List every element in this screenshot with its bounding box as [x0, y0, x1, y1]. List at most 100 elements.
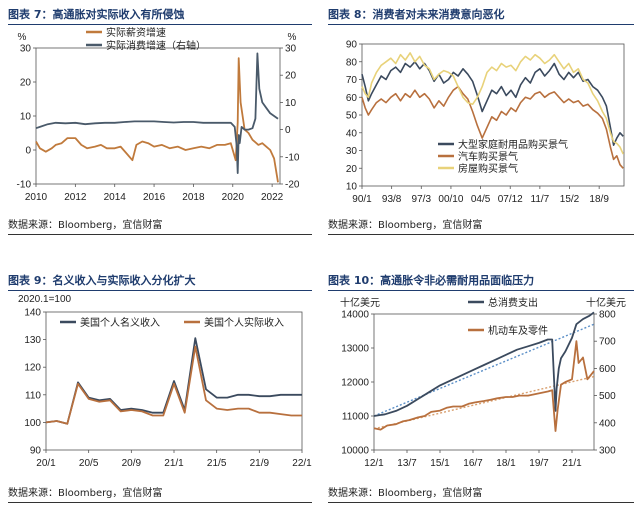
y2-tick-label: 300 — [599, 446, 616, 457]
y-tick-label: 30 — [20, 44, 32, 55]
source-note: 数据来源：Bloomberg，宜信财富 — [8, 488, 163, 499]
y-tick-label: 12000 — [341, 378, 369, 389]
y-tick-label: 10000 — [341, 446, 369, 457]
bottom-rule — [8, 234, 312, 235]
series-line-0 — [373, 311, 595, 417]
y2-tick-label: -20 — [285, 180, 300, 191]
series-line-0 — [45, 337, 302, 425]
y-tick-label: 110 — [25, 390, 41, 401]
y-tick-label: -10 — [17, 180, 32, 191]
bottom-rule — [8, 502, 312, 503]
y-tick-label: 80 — [346, 57, 358, 68]
series-line-0 — [361, 60, 624, 146]
series-line-1 — [373, 340, 595, 432]
panel-title: 图表 7：高通胀对实际收入有所侵蚀 — [8, 8, 185, 21]
x-tick-label: 15/1 — [430, 458, 450, 469]
x-tick-label: 04/5 — [471, 194, 491, 205]
y-tick-label: 30 — [346, 146, 358, 157]
legend-label: 房屋购买景气 — [458, 162, 518, 175]
panel-fig8: 图表 8：消费者对未来消费意向恶化 90 80 70 60 50 40 30 20 10 90/1… — [328, 6, 634, 236]
bottom-rule — [328, 502, 634, 503]
series-line-2 — [361, 52, 624, 155]
y-tick-label: 20 — [346, 164, 358, 175]
y-tick-label: 10 — [20, 112, 32, 123]
panel-title: 图表 9：名义收入与实际收入分化扩大 — [8, 274, 196, 287]
y2-tick-label: 20 — [285, 71, 297, 82]
panel-title: 图表 8：消费者对未来消费意向恶化 — [328, 8, 505, 21]
left-unit-label: % — [18, 32, 27, 43]
y2-tick-label: 0 — [285, 125, 291, 136]
x-tick-label: 16/7 — [463, 458, 483, 469]
y2-tick-label: 600 — [599, 364, 616, 375]
series-line-1 — [35, 52, 279, 175]
x-tick-label: 22/1 — [292, 458, 312, 469]
source-note: 数据来源：Bloomberg，宜信财富 — [328, 488, 483, 499]
bottom-rule — [328, 234, 634, 235]
x-tick-label: 18/9 — [589, 194, 609, 205]
legend-label: 汽车购买景气 — [458, 150, 518, 163]
x-tick-label: 97/3 — [412, 194, 432, 205]
left-unit-label: 十亿美元 — [340, 296, 380, 309]
x-tick-label: 93/8 — [382, 194, 402, 205]
title-rule — [8, 24, 312, 25]
panel-title: 图表 10：高通胀令非必需耐用品面临压力 — [328, 274, 535, 287]
unit-label: 2020.1=100 — [18, 294, 72, 305]
y-tick-label: 70 — [346, 75, 358, 86]
series-line-1 — [361, 85, 624, 169]
x-tick-label: 19/7 — [529, 458, 549, 469]
legend-label: 大型家庭耐用品购买景气 — [458, 138, 568, 151]
title-rule — [8, 290, 312, 291]
x-tick-label: 21/5 — [207, 458, 227, 469]
x-tick-label: 15/2 — [560, 194, 580, 205]
x-tick-label: 11/7 — [531, 194, 550, 205]
source-note: 数据来源：Bloomberg，宜信财富 — [8, 220, 163, 231]
title-rule — [328, 24, 634, 25]
chart-fig10: 14000 13000 12000 11000 10000 800 700 600 500 400… — [340, 296, 626, 469]
x-tick-label: 90/1 — [352, 194, 372, 205]
y-tick-label: 10 — [346, 182, 358, 193]
panel-fig10: 图表 10：高通胀令非必需耐用品面临压力 14000 13000 12000 1100… — [328, 272, 634, 504]
panel-fig9: 图表 9：名义收入与实际收入分化扩大 140 130 120 110 100 90 20/1… — [8, 272, 312, 504]
y-tick-label: 14000 — [341, 310, 369, 321]
x-tick-label: 2020 — [222, 192, 245, 203]
legend-label: 实际消费增速（右轴） — [106, 39, 206, 52]
y-tick-label: 140 — [24, 308, 41, 319]
x-tick-label: 2010 — [25, 192, 48, 203]
x-tick-label: 21/9 — [250, 458, 270, 469]
y2-tick-label: 30 — [285, 44, 297, 55]
x-tick-label: 2016 — [143, 192, 166, 203]
y-tick-label: 90 — [346, 40, 358, 51]
x-tick-label: 20/9 — [122, 458, 142, 469]
x-tick-label: 21/1 — [164, 458, 184, 469]
x-tick-label: 2014 — [104, 192, 127, 203]
legend-label: 美国个人名义收入 — [80, 316, 160, 329]
right-unit-label: % — [288, 32, 297, 43]
y-tick-label: 100 — [24, 418, 41, 429]
y2-tick-label: 400 — [599, 418, 616, 429]
y-tick-label: 0 — [25, 146, 31, 157]
right-unit-label: 十亿美元 — [586, 296, 626, 309]
x-tick-label: 2012 — [64, 192, 87, 203]
y2-tick-label: 800 — [599, 310, 616, 321]
plot-frame — [373, 313, 595, 451]
y-tick-label: 60 — [346, 93, 358, 104]
series-line-0 — [35, 57, 279, 183]
x-tick-label: 21/1 — [562, 458, 582, 469]
y-tick-label: 13000 — [341, 344, 369, 355]
series-line-1 — [45, 345, 302, 425]
x-tick-label: 18/1 — [496, 458, 516, 469]
legend-label: 总消费支出 — [488, 296, 538, 309]
x-tick-label: 12/1 — [364, 458, 384, 469]
y2-tick-label: 10 — [285, 98, 297, 109]
y-tick-label: 40 — [346, 128, 358, 139]
y-tick-label: 11000 — [342, 412, 370, 423]
legend-label: 机动车及零件 — [488, 324, 548, 337]
y2-tick-label: 500 — [599, 391, 616, 402]
x-tick-label: 00/10 — [438, 194, 463, 205]
y-tick-label: 90 — [30, 446, 42, 457]
y-tick-label: 120 — [24, 363, 41, 374]
